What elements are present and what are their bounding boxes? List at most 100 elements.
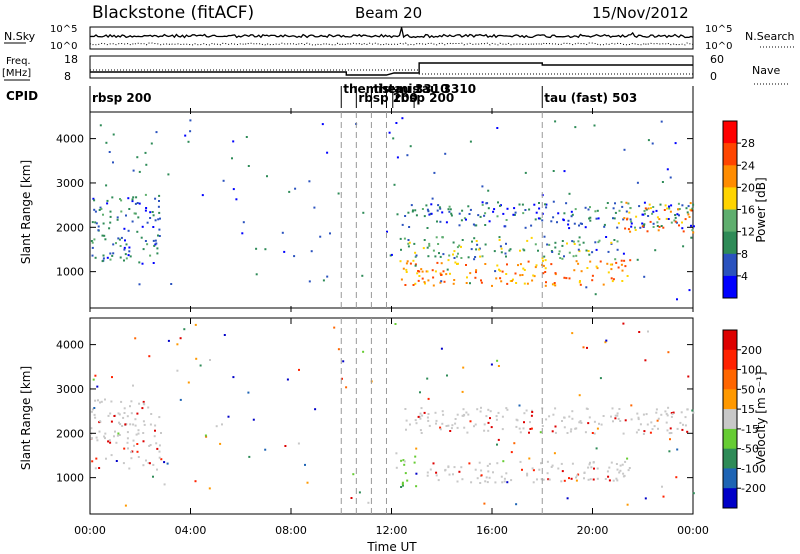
data-cell <box>622 218 625 221</box>
data-cell <box>247 391 250 394</box>
data-cell <box>497 365 500 367</box>
data-cell <box>515 425 518 428</box>
colorbar-swatch <box>723 231 737 255</box>
data-cell <box>435 422 437 425</box>
data-cell <box>422 247 425 250</box>
data-cell <box>322 279 325 282</box>
data-cell <box>102 254 105 257</box>
data-cell <box>587 250 590 252</box>
data-cell <box>456 426 459 429</box>
data-cell <box>439 426 442 429</box>
data-cell <box>479 482 482 484</box>
data-cell <box>288 190 291 193</box>
y-tick-label: 2000 <box>56 221 84 234</box>
data-cell <box>223 334 226 336</box>
data-cell <box>665 412 668 415</box>
data-cell <box>463 217 466 220</box>
data-cell <box>596 467 599 470</box>
data-cell <box>101 260 104 263</box>
data-cell <box>404 408 407 410</box>
data-cell <box>124 239 126 242</box>
data-cell <box>484 263 487 265</box>
colorbar-swatch <box>723 389 737 410</box>
data-cell <box>495 418 498 421</box>
noise-right-tick-top: 10^5 <box>705 24 732 35</box>
data-cell <box>595 447 598 450</box>
data-cell <box>584 206 587 209</box>
data-cell <box>413 461 416 464</box>
cpid-text: themis <box>373 82 419 96</box>
data-cell <box>691 409 694 412</box>
data-cell <box>554 284 557 287</box>
data-cell <box>668 205 670 208</box>
y-tick-label: 1000 <box>56 472 84 485</box>
data-cell <box>452 253 454 256</box>
data-cell <box>626 503 629 506</box>
data-cell <box>158 450 161 453</box>
data-cell <box>484 224 487 226</box>
data-cell <box>684 416 687 419</box>
data-cell <box>493 250 496 253</box>
data-cell <box>626 457 629 460</box>
x-axis: 00:00 04:00 08:00 12:00 16:00 20:00 00:00 <box>74 108 709 537</box>
data-cell <box>589 260 592 263</box>
data-cell <box>241 232 244 235</box>
data-cell <box>554 272 557 275</box>
data-cell <box>134 212 137 215</box>
data-cell <box>362 211 365 214</box>
data-cell <box>529 421 531 424</box>
data-cell <box>533 203 536 206</box>
data-cell <box>119 256 122 259</box>
data-cell <box>669 176 672 179</box>
data-cell <box>619 464 622 467</box>
data-cell <box>505 273 508 275</box>
data-cell <box>102 257 105 260</box>
nsearch-label: N.Search <box>745 30 795 43</box>
data-cell <box>158 211 161 214</box>
data-cell <box>147 462 150 464</box>
data-cell <box>415 214 418 217</box>
data-cell <box>98 209 101 211</box>
data-cell <box>403 460 406 463</box>
data-cell <box>167 173 170 176</box>
data-cell <box>286 378 289 381</box>
data-cell <box>447 208 450 211</box>
data-cell <box>575 476 577 479</box>
data-cell <box>563 276 566 279</box>
data-cell <box>570 428 573 431</box>
data-cell <box>414 263 417 266</box>
freq-trace <box>90 62 693 76</box>
data-cell <box>450 212 453 215</box>
data-cell <box>692 411 695 414</box>
data-cell <box>647 330 649 333</box>
colorbar-tick: 4 <box>741 270 748 283</box>
data-cell <box>395 466 398 469</box>
data-cell <box>404 284 407 286</box>
data-cell <box>405 271 408 273</box>
data-cell <box>124 504 127 507</box>
data-cell <box>91 221 94 224</box>
data-cell <box>489 410 492 413</box>
data-cell <box>610 268 613 271</box>
data-cell <box>109 441 112 444</box>
data-cell <box>184 134 187 137</box>
data-cell <box>123 407 126 410</box>
data-cell <box>308 180 311 183</box>
data-cell <box>109 221 112 224</box>
data-cell <box>546 460 549 463</box>
data-cell <box>607 475 610 478</box>
data-cell <box>519 431 522 434</box>
data-cell <box>578 236 581 239</box>
data-cell <box>105 184 108 187</box>
data-cell <box>431 269 434 272</box>
data-cell <box>119 198 121 200</box>
data-cell <box>568 277 571 280</box>
data-cell <box>232 376 235 379</box>
data-cell <box>475 224 478 227</box>
data-cell <box>623 217 626 220</box>
data-cell <box>154 239 157 242</box>
data-cell <box>506 207 509 210</box>
data-cell <box>157 234 159 237</box>
data-cell <box>136 450 139 453</box>
data-cell <box>676 213 679 216</box>
